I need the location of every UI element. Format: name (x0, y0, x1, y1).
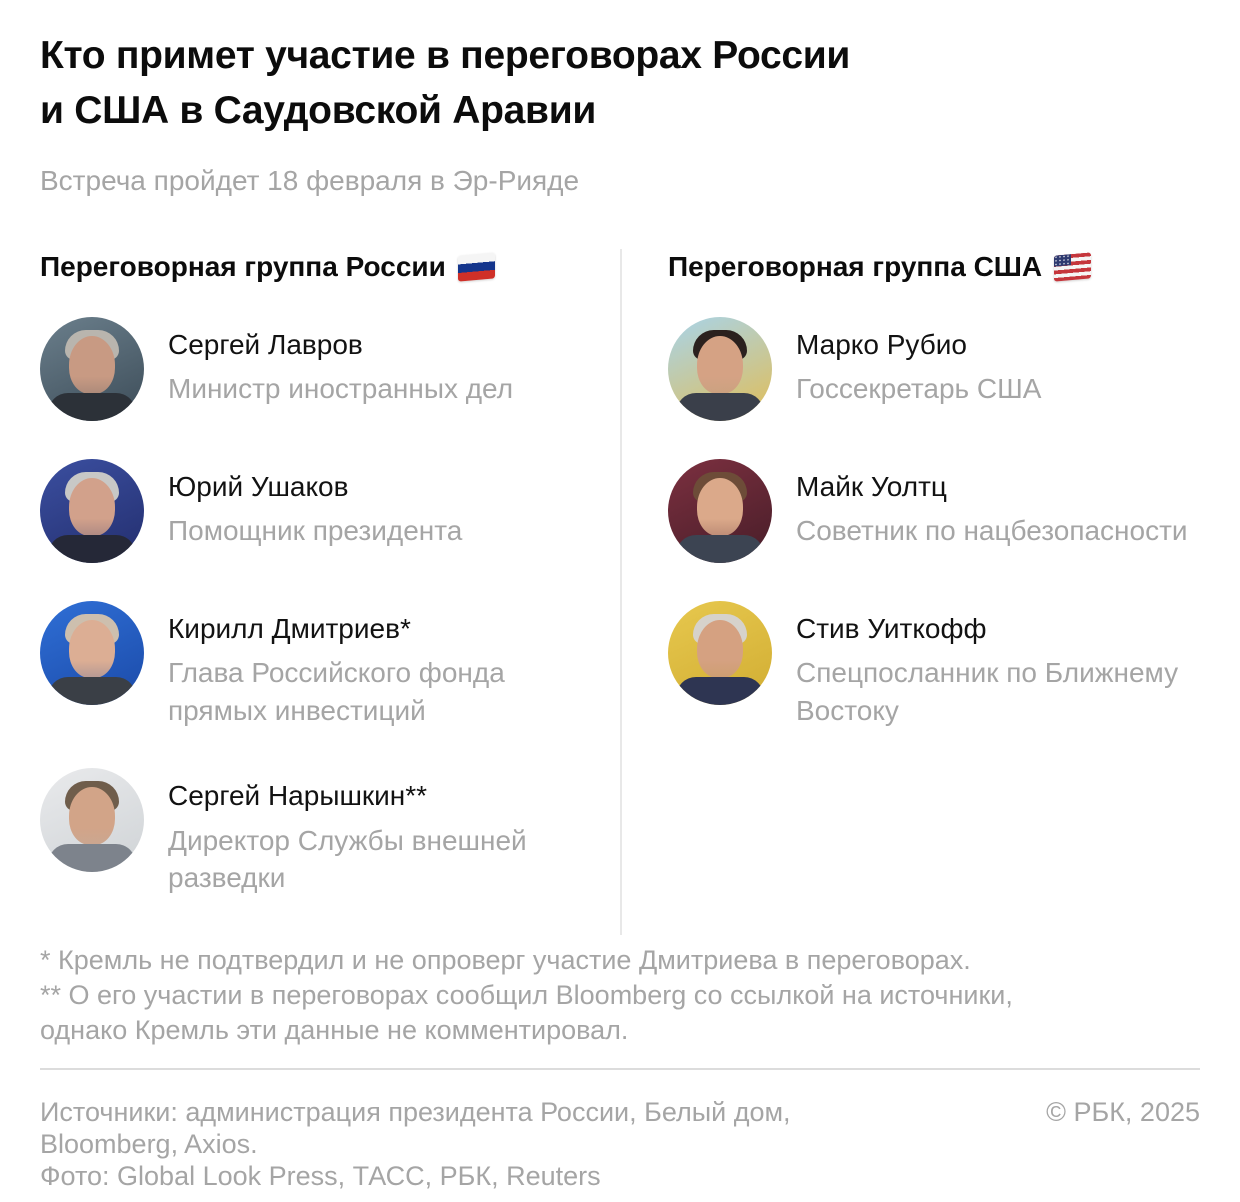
person-text: Стив Уиткофф Спецпосланник по Ближнему В… (796, 601, 1200, 730)
person-text: Майк Уолтц Советник по нацбезопасности (796, 459, 1188, 550)
face-shape (69, 477, 115, 536)
russia-group-title: Переговорная группа России (40, 250, 446, 282)
lavrov-avatar (40, 316, 144, 421)
russia-flag-icon (457, 252, 495, 282)
person-name: Сергей Лавров (168, 328, 363, 360)
person-text: Сергей Нарышкин** Директор Службы внешне… (168, 768, 568, 897)
suit-shape (48, 392, 136, 421)
person-role: Советник по нацбезопасности (796, 515, 1188, 547)
person-name: Майк Уолтц (796, 470, 947, 502)
russia-group-column: Переговорная группа России Сергей Лавров… (40, 249, 620, 935)
person-role: Госсекретарь США (796, 373, 1042, 405)
russia-group-header: Переговорная группа России (40, 249, 620, 285)
footer: Источники: администрация президента Росс… (40, 1096, 1200, 1192)
sources-line: Bloomberg, Axios. (40, 1129, 258, 1160)
footer-credits: Источники: администрация президента Росс… (40, 1096, 791, 1192)
person-name: Сергей Нарышкин** (168, 779, 428, 811)
face-shape (69, 786, 115, 845)
person-name: Стив Уиткофф (796, 612, 987, 644)
person-name: Кирилл Дмитриев* (168, 612, 411, 644)
suit-shape (676, 676, 764, 705)
title-line-1: Кто примет участие в переговорах России (40, 34, 851, 77)
usa-flag-icon (1054, 252, 1092, 282)
footnote-line: ** О его участии в переговорах сообщил B… (40, 980, 1013, 1011)
person-row: Майк Уолтц Советник по нацбезопасности (668, 458, 1200, 563)
suit-shape (48, 534, 136, 563)
copyright: © РБК, 2025 (1046, 1097, 1200, 1128)
person-text: Марко Рубио Госсекретарь США (796, 317, 1041, 408)
photo-credits-line: Фото: Global Look Press, ТАСС, РБК, Reut… (40, 1161, 601, 1192)
dmitriev-avatar (40, 600, 144, 705)
suit-shape (48, 843, 136, 872)
person-role: Помощник президента (168, 515, 463, 547)
face-shape (697, 477, 743, 536)
person-text: Юрий Ушаков Помощник президента (168, 459, 462, 550)
person-row: Марко Рубио Госсекретарь США (668, 316, 1200, 421)
person-name: Юрий Ушаков (168, 470, 349, 502)
negotiation-groups: Переговорная группа России Сергей Лавров… (40, 248, 1200, 936)
suit-shape (676, 534, 764, 563)
person-row: Стив Уиткофф Спецпосланник по Ближнему В… (668, 600, 1200, 730)
person-role: Директор Службы внешней разведки (168, 824, 527, 894)
person-row: Сергей Нарышкин** Директор Службы внешне… (40, 767, 620, 897)
footnote-line: * Кремль не подтвердил и не опроверг уча… (40, 945, 971, 976)
person-row: Сергей Лавров Министр иностранных дел (40, 316, 620, 421)
waltz-avatar (668, 458, 772, 563)
face-shape (697, 619, 743, 678)
person-role: Спецпосланник по Ближнему Востоку (796, 657, 1179, 727)
usa-group-header: Переговорная группа США (668, 249, 1200, 285)
ushakov-avatar (40, 458, 144, 563)
footer-divider (40, 1068, 1200, 1071)
witkoff-avatar (668, 600, 772, 705)
suit-shape (48, 676, 136, 705)
sources-line: Источники: администрация президента Росс… (40, 1097, 791, 1128)
person-role: Глава Российского фонда прямых инвестици… (168, 657, 505, 727)
rubio-avatar (668, 316, 772, 421)
usa-group-title: Переговорная группа США (668, 250, 1043, 282)
title-line-2: и США в Саудовской Аравии (40, 89, 597, 133)
suit-shape (676, 392, 764, 421)
face-shape (697, 335, 743, 394)
person-row: Кирилл Дмитриев* Глава Российского фонда… (40, 600, 620, 730)
person-row: Юрий Ушаков Помощник президента (40, 458, 620, 563)
person-text: Сергей Лавров Министр иностранных дел (168, 317, 513, 408)
usa-group-column: Переговорная группа США Марко Рубио Госс… (620, 248, 1200, 936)
person-name: Марко Рубио (796, 328, 967, 360)
person-text: Кирилл Дмитриев* Глава Российского фонда… (168, 601, 568, 730)
person-role: Министр иностранных дел (168, 373, 514, 405)
footnote-line: однако Кремль эти данные не комментирова… (40, 1015, 629, 1046)
face-shape (69, 335, 115, 394)
face-shape (69, 619, 115, 678)
subtitle: Встреча пройдет 18 февраля в Эр-Рияде (40, 164, 580, 196)
page-title: Кто примет участие в переговорах России и… (40, 28, 1200, 139)
footnotes: * Кремль не подтвердил и не опроверг уча… (40, 943, 1200, 1048)
naryshkin-avatar (40, 767, 144, 872)
